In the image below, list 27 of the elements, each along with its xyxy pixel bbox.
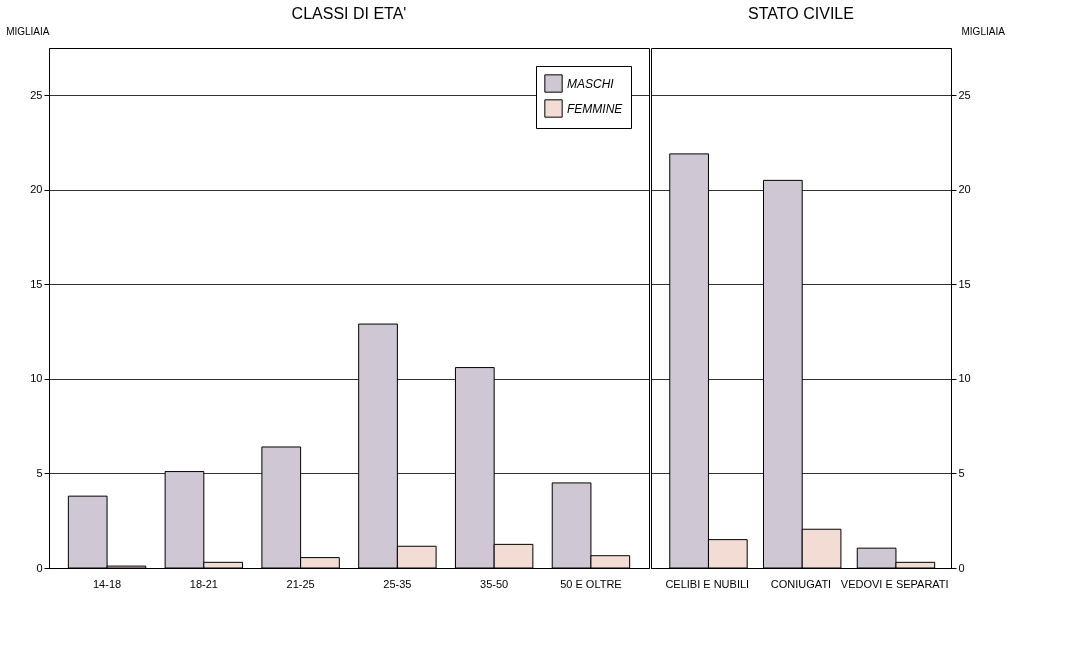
x-tick-label: CONIUGATI: [770, 577, 832, 590]
y-tick-label: 15: [30, 277, 43, 290]
y2-tick-label: 10: [958, 372, 971, 385]
y2-tick-label: 25: [958, 88, 971, 101]
legend-label: FEMMINE: [567, 101, 624, 116]
y2-tick-label: 20: [958, 183, 971, 196]
chart-title: CLASSI DI ETA': [291, 5, 407, 22]
y2-tick-label: 15: [958, 277, 971, 290]
y-tick-label: 0: [36, 561, 43, 574]
x-tick-label: 50 E OLTRE: [560, 577, 622, 590]
legend-label: MASCHI: [567, 76, 615, 91]
x-tick-label: 35-50: [480, 577, 509, 590]
x-tick-label: VEDOVI E SEPARATI: [840, 577, 949, 590]
y2-axis-title: MIGLIAIA: [961, 25, 1006, 37]
chart-title: STATO CIVILE: [748, 5, 854, 22]
y-tick-label: 25: [30, 88, 43, 101]
x-tick-label: 14-18: [92, 577, 122, 590]
x-tick-label: 18-21: [189, 577, 218, 590]
y-tick-label: 10: [30, 372, 43, 385]
y-axis-title: MIGLIAIA: [6, 25, 50, 37]
y-tick-label: 5: [36, 466, 43, 479]
y-tick-label: 20: [30, 183, 43, 196]
y2-tick-label: 0: [958, 561, 965, 574]
x-tick-label: 21-25: [286, 577, 315, 590]
x-tick-label: 25-35: [383, 577, 412, 590]
x-tick-label: CELIBI E NUBILI: [665, 577, 750, 590]
y2-tick-label: 5: [958, 466, 965, 479]
